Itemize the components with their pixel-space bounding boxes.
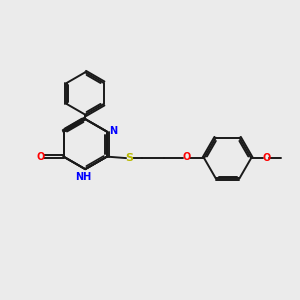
Text: N: N [109,126,117,136]
Text: NH: NH [76,172,92,182]
Text: O: O [37,152,45,162]
Text: O: O [183,152,191,162]
Text: S: S [126,153,134,163]
Text: O: O [262,152,271,163]
